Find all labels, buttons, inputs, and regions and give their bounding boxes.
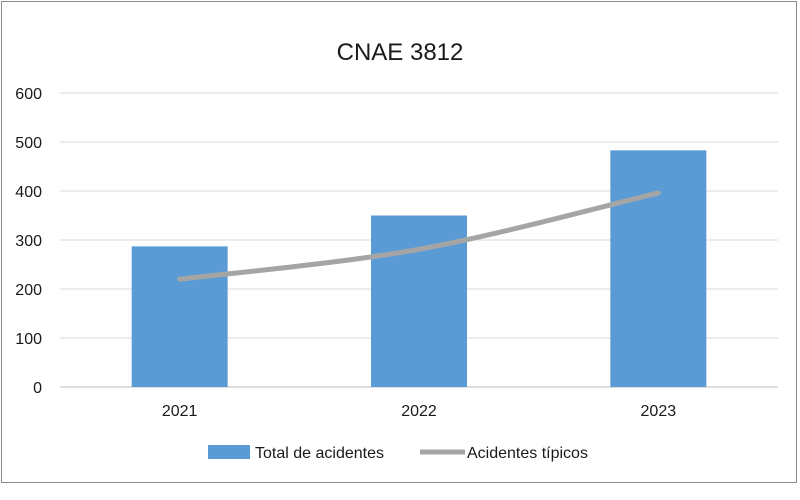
- y-tick-label: 600: [15, 86, 42, 103]
- bar-2023: [610, 150, 707, 387]
- x-tick-label: 2023: [641, 403, 677, 420]
- x-axis-ticks: 2021 2022 2023: [162, 403, 676, 420]
- y-tick-label: 100: [15, 331, 42, 348]
- x-tick-label: 2022: [401, 403, 437, 420]
- legend-swatch-total-acidentes: [208, 445, 250, 459]
- legend-label-acidentes-tipicos: Acidentes típicos: [467, 445, 588, 462]
- line-series: [177, 190, 661, 282]
- x-tick-label: 2021: [162, 403, 198, 420]
- y-tick-label: 0: [33, 380, 42, 397]
- legend-label-total-acidentes: Total de acidentes: [255, 445, 384, 462]
- legend: Total de acidentes Acidentes típicos: [208, 445, 588, 462]
- y-tick-label: 300: [15, 233, 42, 250]
- y-axis-ticks: 0 100 200 300 400 500 600: [15, 86, 42, 397]
- y-tick-label: 400: [15, 184, 42, 201]
- chart-title: CNAE 3812: [337, 39, 464, 66]
- bar-series: [131, 150, 707, 387]
- y-tick-label: 500: [15, 135, 42, 152]
- bar-2021: [131, 246, 228, 387]
- y-tick-label: 200: [15, 282, 42, 299]
